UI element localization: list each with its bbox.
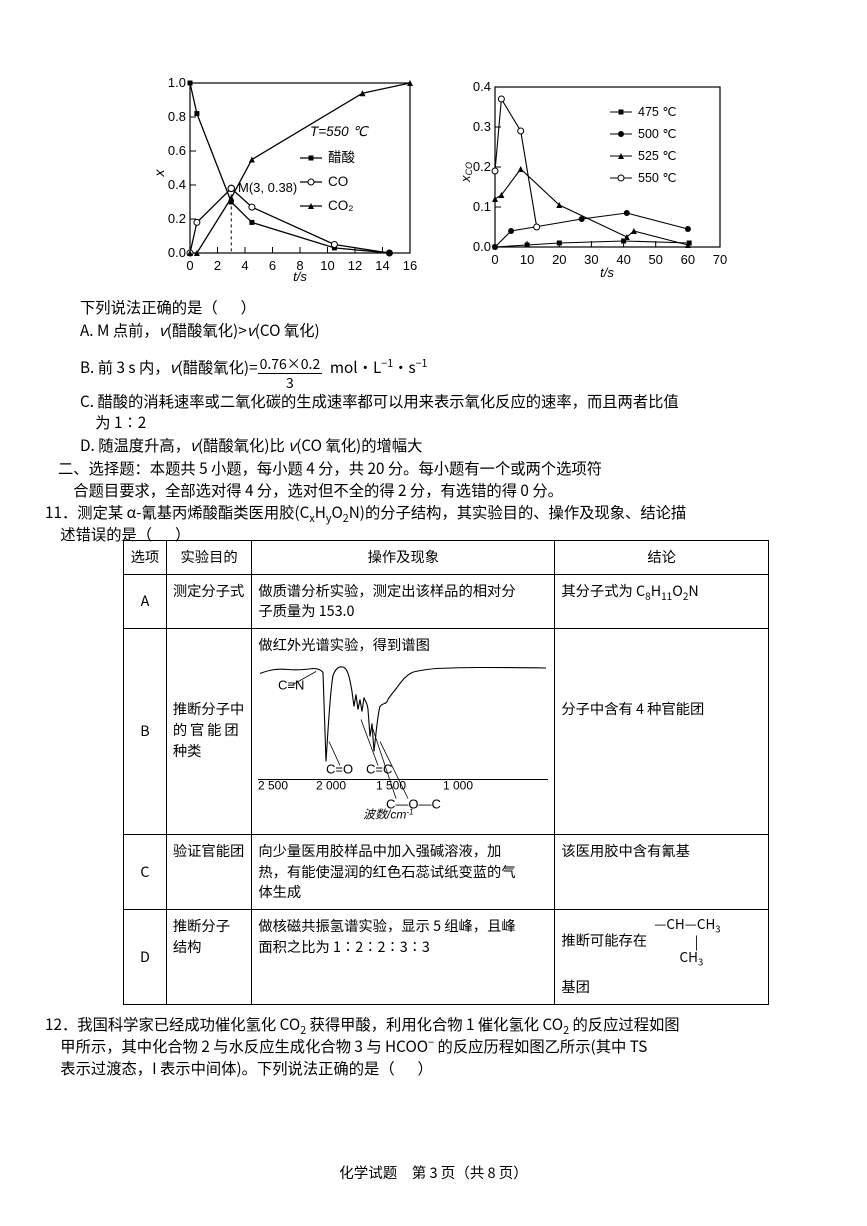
svg-text:60: 60 xyxy=(681,252,695,267)
svg-text:70: 70 xyxy=(713,252,727,267)
svg-text:0.3: 0.3 xyxy=(473,119,491,134)
svg-text:0.0: 0.0 xyxy=(473,239,491,254)
svg-text:10: 10 xyxy=(520,252,534,267)
svg-text:475 ℃: 475 ℃ xyxy=(638,105,676,119)
svg-text:30: 30 xyxy=(584,252,598,267)
svg-text:0.2: 0.2 xyxy=(168,211,186,226)
svg-text:M(3, 0.38): M(3, 0.38) xyxy=(238,180,297,195)
svg-text:2 500: 2 500 xyxy=(258,778,288,792)
svg-text:0.0: 0.0 xyxy=(168,245,186,260)
svg-text:2: 2 xyxy=(214,258,221,273)
svg-text:醋酸: 醋酸 xyxy=(328,150,355,165)
svg-text:6: 6 xyxy=(269,258,276,273)
svg-text:50: 50 xyxy=(648,252,662,267)
svg-text:xCO: xCO xyxy=(460,162,474,183)
svg-text:T=550 ℃: T=550 ℃ xyxy=(310,124,369,139)
svg-text:16: 16 xyxy=(403,258,417,273)
svg-text:14: 14 xyxy=(375,258,389,273)
svg-text:C=C: C=C xyxy=(366,761,392,776)
svg-text:0: 0 xyxy=(491,252,498,267)
svg-text:CO₂: CO₂ xyxy=(328,198,354,213)
svg-text:0.6: 0.6 xyxy=(168,143,186,158)
svg-text:t/s: t/s xyxy=(293,269,307,283)
svg-text:1 500: 1 500 xyxy=(376,778,406,792)
svg-text:0.2: 0.2 xyxy=(473,159,491,174)
svg-text:0.1: 0.1 xyxy=(473,199,491,214)
svg-text:10: 10 xyxy=(320,258,334,273)
svg-text:1 000: 1 000 xyxy=(443,778,473,792)
svg-text:0.8: 0.8 xyxy=(168,109,186,124)
svg-text:波数/cm-1: 波数/cm-1 xyxy=(363,807,413,822)
svg-text:2 000: 2 000 xyxy=(316,778,346,792)
svg-text:CO: CO xyxy=(328,174,348,189)
svg-text:4: 4 xyxy=(241,258,248,273)
svg-text:40: 40 xyxy=(616,252,630,267)
svg-text:0.4: 0.4 xyxy=(473,82,491,94)
svg-text:20: 20 xyxy=(552,252,566,267)
svg-text:0.4: 0.4 xyxy=(168,177,186,192)
svg-text:1.0: 1.0 xyxy=(168,78,186,90)
svg-text:550 ℃: 550 ℃ xyxy=(638,171,676,185)
svg-text:C≡N: C≡N xyxy=(278,677,304,692)
svg-text:12: 12 xyxy=(348,258,362,273)
svg-text:500 ℃: 500 ℃ xyxy=(638,127,676,141)
svg-text:0: 0 xyxy=(186,258,193,273)
svg-text:t/s: t/s xyxy=(600,265,614,280)
svg-text:x: x xyxy=(151,169,167,178)
svg-text:525 ℃: 525 ℃ xyxy=(638,149,676,163)
